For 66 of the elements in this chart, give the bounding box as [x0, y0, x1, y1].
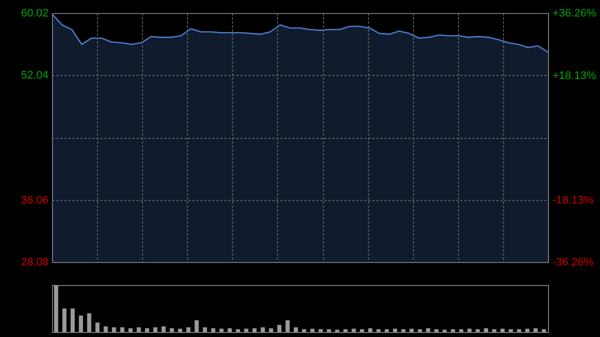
bar: [162, 326, 166, 332]
bar: [459, 329, 464, 332]
bar: [170, 328, 174, 332]
bar: [120, 327, 124, 332]
bar: [410, 328, 414, 332]
bar: [384, 329, 389, 332]
bar: [286, 320, 290, 332]
y-tick-label: 28.08: [20, 256, 48, 268]
bar: [467, 328, 472, 332]
bar: [87, 313, 92, 332]
bar: [484, 328, 488, 332]
bar: [517, 329, 522, 332]
y-tick-label: 36.06: [20, 194, 48, 206]
bar: [95, 322, 100, 332]
bar: [326, 329, 331, 332]
y2-tick-label: -36.26%: [552, 256, 594, 268]
bar: [277, 324, 282, 332]
bar: [194, 320, 199, 332]
bar: [476, 329, 480, 332]
bar: [186, 327, 190, 332]
y2-tick-label: +18.13%: [552, 70, 596, 82]
bar: [202, 327, 207, 332]
y-tick-label: 52.04: [20, 70, 48, 82]
y-tick-label: 60.02: [20, 8, 48, 20]
bar: [426, 328, 430, 332]
bar: [534, 328, 538, 332]
bar: [294, 327, 298, 332]
bar: [78, 316, 83, 332]
bar: [542, 329, 546, 332]
bar: [228, 328, 232, 332]
bar: [70, 308, 75, 332]
bar: [352, 328, 356, 332]
bar: [525, 328, 530, 332]
bar: [104, 326, 108, 332]
bar: [178, 328, 182, 332]
bar: [368, 328, 372, 332]
bar: [434, 329, 438, 332]
bar: [236, 329, 240, 332]
bar: [500, 328, 505, 332]
bar: [260, 327, 265, 332]
bar: [62, 308, 66, 332]
bar: [269, 328, 274, 332]
bar: [145, 328, 150, 332]
bar: [252, 328, 257, 332]
bar: [318, 329, 323, 332]
bar: [153, 327, 158, 332]
bar: [112, 327, 116, 332]
bar: [418, 329, 422, 332]
bar: [450, 329, 455, 332]
y2-tick-label: -18.13%: [552, 194, 594, 206]
bar: [492, 329, 496, 332]
bar: [310, 328, 314, 332]
bar: [54, 285, 58, 332]
bar: [376, 329, 381, 332]
bar: [128, 328, 133, 332]
bar: [136, 327, 141, 332]
bar: [219, 328, 224, 332]
y2-tick-label: +36.26%: [552, 8, 596, 20]
bar: [302, 329, 306, 332]
bar: [508, 329, 513, 332]
bar: [211, 328, 216, 332]
bar: [393, 328, 398, 332]
bar: [244, 328, 248, 332]
bar: [360, 329, 364, 332]
bar: [343, 329, 348, 332]
bar: [401, 329, 406, 332]
